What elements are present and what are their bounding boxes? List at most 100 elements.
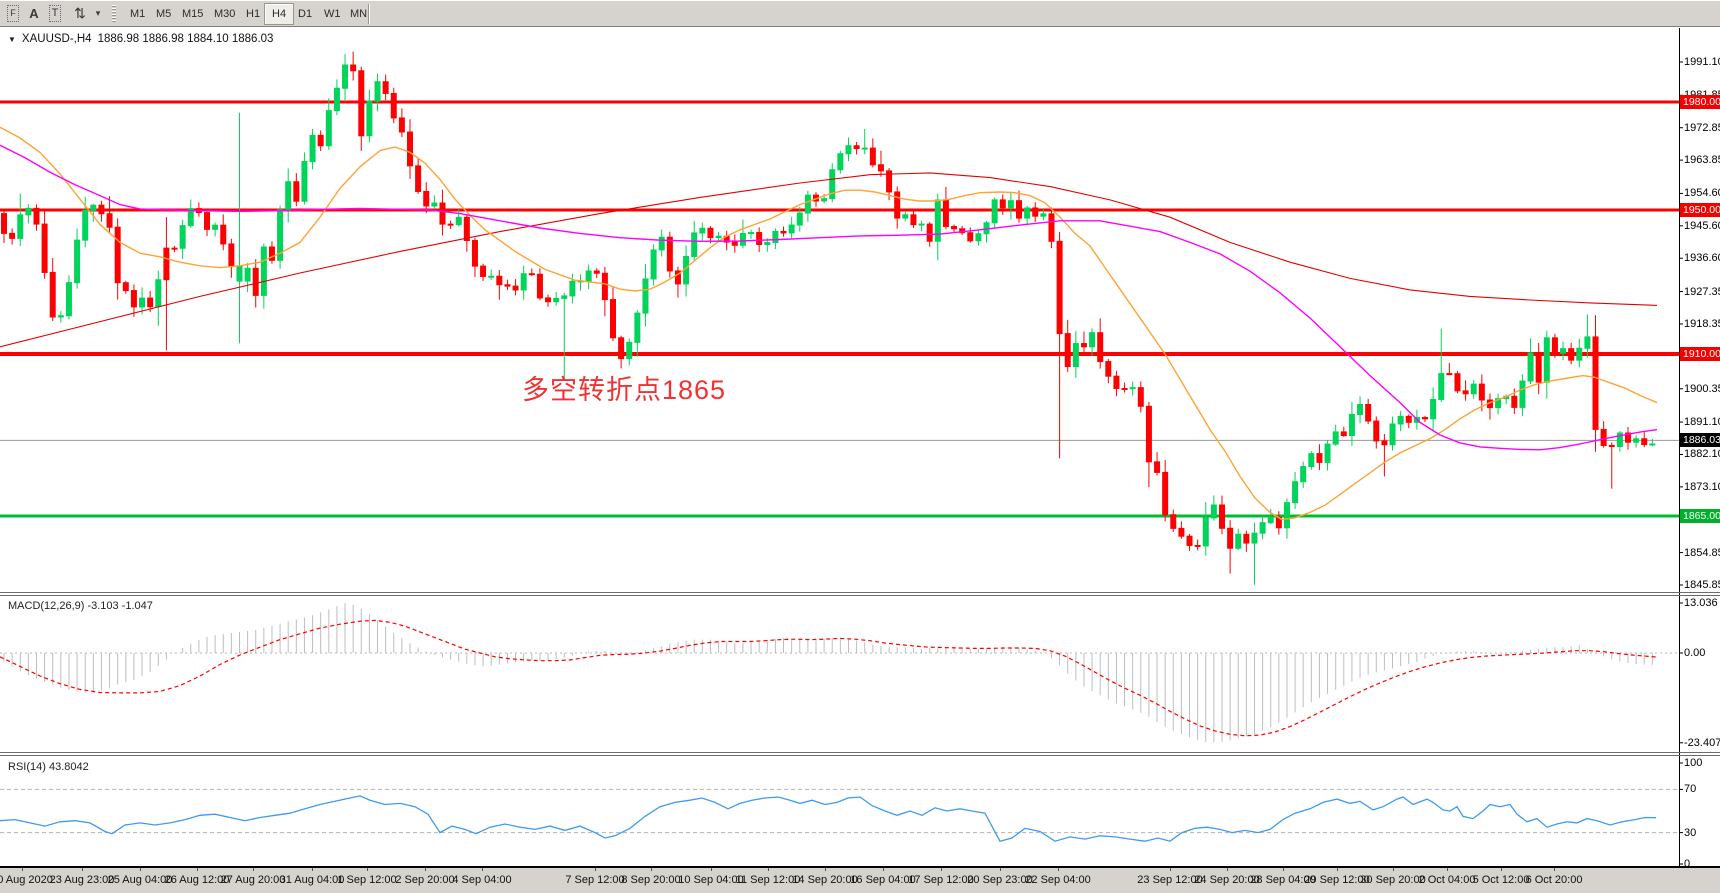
date-tick-label: 2 Oct 04:00 [1418, 874, 1476, 886]
candle-body [179, 225, 186, 249]
candle-body [536, 273, 543, 299]
candle-body [1243, 533, 1250, 544]
rsi-indicator-label: RSI(14) 43.8042 [8, 761, 89, 773]
text-label-tool-icon[interactable]: A [29, 6, 39, 21]
price-tick-label: 1927.35 [1684, 285, 1720, 298]
symbol-dropdown-icon[interactable]: ▼ [8, 34, 16, 44]
candle-body [1478, 383, 1485, 401]
candle-body [423, 190, 430, 207]
symbol-title: ▼ XAUUSD-,H4 1886.98 1886.98 1884.10 188… [8, 33, 273, 45]
chart-window[interactable]: ▼ XAUUSD-,H4 1886.98 1886.98 1884.10 188… [0, 27, 1720, 893]
arrange-arrows-icon[interactable]: ⇅ [74, 5, 86, 21]
candle-body [674, 270, 681, 285]
candle-body [869, 147, 876, 166]
candle-body [1137, 387, 1144, 407]
date-tick-label: 20 Sep 23:00 [967, 874, 1033, 886]
candle-body [1178, 527, 1185, 537]
candle-body [260, 246, 267, 296]
candle-body [796, 212, 803, 226]
candle-body [358, 70, 365, 137]
candle-body [1170, 514, 1177, 529]
date-tick-mark [482, 868, 483, 871]
candle-body [1616, 432, 1623, 447]
candle-body [471, 240, 478, 267]
candle-body [333, 87, 340, 112]
macd-axis-label: -23.407 [1684, 736, 1720, 749]
date-tick-label: 24 Sep 20:00 [1194, 874, 1260, 886]
date-tick-label: 28 Sep 04:00 [1250, 874, 1316, 886]
toolbar-grip[interactable] [112, 5, 116, 23]
candle-body [1056, 240, 1063, 335]
candle-body [1032, 207, 1039, 217]
date-tick-mark [253, 868, 254, 871]
candle-body [780, 230, 787, 234]
freehand-tool-icon[interactable]: F [3, 3, 23, 24]
candle-body [1016, 200, 1022, 219]
candle-body [65, 282, 72, 317]
candle-body [25, 207, 32, 216]
candle-body [837, 153, 844, 171]
candle-body [455, 216, 462, 226]
date-tick-mark [1501, 868, 1502, 871]
candle-body [1600, 428, 1607, 447]
top-toolbar: F A T ⇅ ▾ M1 M5 M15 M30 H1 H4 D1 W1 MN [0, 0, 1720, 27]
candle-body [561, 295, 568, 299]
candle-body [618, 337, 625, 360]
candle-body [1332, 431, 1339, 445]
date-tick-mark [1393, 868, 1394, 871]
timeframe-button-M30[interactable]: M30 [214, 8, 236, 20]
candle-body [1430, 398, 1437, 420]
timeframe-button-H4[interactable]: H4 [264, 3, 295, 25]
price-tick-label: 1845.85 [1684, 578, 1720, 591]
timeframe-button-W1[interactable]: W1 [324, 8, 341, 20]
chart-canvas[interactable] [0, 27, 1720, 893]
candle-body [1527, 352, 1534, 382]
candle-body [480, 265, 487, 277]
macd-indicator-label: MACD(12,26,9) -3.103 -1.047 [8, 600, 153, 612]
candle-body [1551, 337, 1558, 354]
candle-body [593, 270, 600, 274]
date-tick-mark [651, 868, 652, 871]
pane-separator-2b[interactable] [0, 755, 1720, 756]
price-tick-label: 1900.35 [1684, 382, 1720, 395]
candle-body [1024, 207, 1031, 219]
pane-separator-1b[interactable] [0, 595, 1720, 596]
toolbar-separator [368, 4, 370, 24]
candle-body [1251, 532, 1258, 544]
candle-body [926, 223, 933, 242]
candle-body [1405, 415, 1412, 423]
timeframe-button-M1[interactable]: M1 [130, 8, 146, 20]
date-tick-label: 27 Aug 20:00 [220, 874, 286, 886]
candle-body [610, 299, 616, 339]
text-box-tool-icon[interactable]: T [46, 3, 64, 24]
timeframe-button-H1[interactable]: H1 [246, 8, 261, 20]
chart-bottom-border [0, 866, 1720, 868]
date-tick-label: 4 Sep 04:00 [452, 874, 512, 886]
candle-body [1105, 361, 1112, 377]
candle-body [122, 282, 129, 292]
date-tick-label: 23 Sep 12:00 [1137, 874, 1203, 886]
date-tick-mark [1058, 868, 1059, 871]
candle-body [309, 134, 316, 163]
candle-body [1568, 348, 1575, 361]
candle-body [1219, 504, 1225, 529]
toolbar-dropdown-caret-icon[interactable]: ▾ [95, 8, 101, 18]
candle-body [658, 236, 665, 251]
candle-body [601, 272, 608, 301]
price-tick-label: 1991.10 [1684, 56, 1720, 68]
candle-body [1357, 403, 1364, 416]
timeframe-button-M5[interactable]: M5 [156, 8, 172, 20]
candle-body [187, 208, 194, 227]
candle-body [1194, 544, 1201, 547]
date-tick-mark [883, 868, 884, 871]
timeframe-button-D1[interactable]: D1 [298, 8, 313, 20]
candle-body [707, 227, 714, 239]
timeframe-button-MN[interactable]: MN [350, 8, 368, 20]
candle-body [1348, 414, 1355, 437]
pane-separator-1a[interactable] [0, 592, 1720, 593]
ma-orange-fast [0, 126, 1658, 521]
timeframe-button-M15[interactable]: M15 [182, 8, 204, 20]
ma-red-slow [0, 172, 1658, 348]
pane-separator-2a[interactable] [0, 752, 1720, 753]
